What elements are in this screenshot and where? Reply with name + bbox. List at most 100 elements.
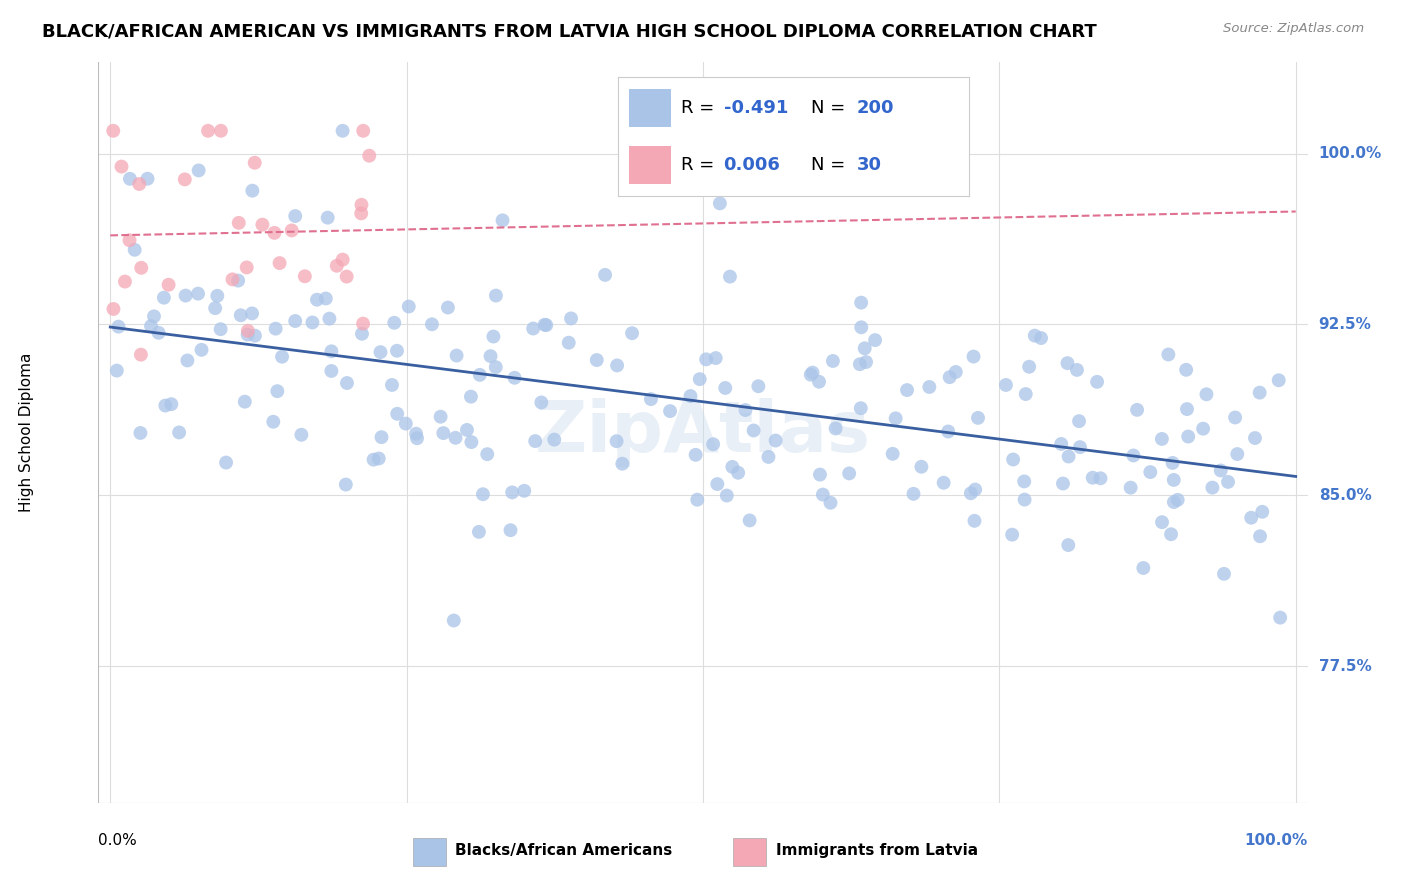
Point [524,434,547,448]
Point [381,378,404,392]
Point [1163,473,1185,487]
Point [395,417,418,431]
Point [738,513,761,527]
Point [332,124,354,138]
Point [1057,450,1080,464]
Point [114,275,136,289]
Point [243,155,266,169]
Point [269,256,291,270]
Point [1167,492,1189,507]
Point [1267,373,1289,387]
Point [503,371,526,385]
Point [139,319,162,334]
Point [962,350,984,364]
Point [1240,510,1263,524]
Point [420,318,443,332]
Point [350,326,373,341]
Text: 0.0%: 0.0% [98,833,138,848]
Point [1002,452,1025,467]
Text: High School Diploma: High School Diploma [18,353,34,512]
Point [808,375,831,389]
Point [1052,476,1074,491]
Point [148,326,170,340]
Point [824,421,846,435]
Point [695,352,717,367]
Point [370,345,392,359]
Point [716,489,738,503]
Point [443,614,465,628]
Point [233,394,256,409]
Point [1001,527,1024,541]
Point [1163,495,1185,509]
Point [560,311,582,326]
Point [236,324,259,338]
Text: ZipAtlas: ZipAtlas [536,398,870,467]
Point [501,485,523,500]
Point [136,171,159,186]
Point [190,343,212,357]
Point [456,423,478,437]
Point [460,435,482,450]
Point [1139,465,1161,479]
Point [960,486,983,500]
Point [1119,481,1142,495]
Point [491,213,513,227]
Point [758,450,780,464]
Point [315,292,337,306]
Point [252,218,274,232]
Point [236,327,259,342]
Point [284,209,307,223]
Point [849,401,872,416]
Point [209,124,232,138]
Point [437,301,460,315]
Point [1161,456,1184,470]
Point [679,389,702,403]
Point [896,383,918,397]
Point [963,514,986,528]
Point [1177,429,1199,443]
Point [765,434,787,448]
Point [1069,440,1091,454]
Point [336,269,359,284]
Point [606,434,628,449]
Point [385,343,408,358]
Point [1209,463,1232,477]
Point [704,351,727,365]
Point [621,326,644,341]
Point [387,407,409,421]
Point [1126,402,1149,417]
Point [197,124,219,138]
Point [187,163,209,178]
Point [482,329,505,343]
Point [129,260,152,275]
Point [1012,475,1035,489]
Point [1050,437,1073,451]
Point [167,425,190,440]
Point [714,381,737,395]
Point [513,483,536,498]
Point [477,447,499,461]
Point [965,483,987,497]
Point [702,437,724,451]
Point [1201,481,1223,495]
Point [352,124,374,138]
Point [318,311,340,326]
Point [530,395,553,409]
Point [316,211,339,225]
Point [742,424,765,438]
Point [863,333,886,347]
Point [160,397,183,411]
Point [107,319,129,334]
Point [290,427,312,442]
Point [727,466,749,480]
Point [280,223,302,237]
Point [938,370,960,384]
Point [271,350,294,364]
Text: BLACK/AFRICAN AMERICAN VS IMMIGRANTS FROM LATVIA HIGH SCHOOL DIPLOMA CORRELATION: BLACK/AFRICAN AMERICAN VS IMMIGRANTS FRO… [42,22,1097,40]
Text: 92.5%: 92.5% [1319,317,1372,332]
Point [838,467,860,481]
Point [129,425,152,440]
Point [1150,432,1173,446]
Point [882,447,904,461]
Point [129,348,152,362]
